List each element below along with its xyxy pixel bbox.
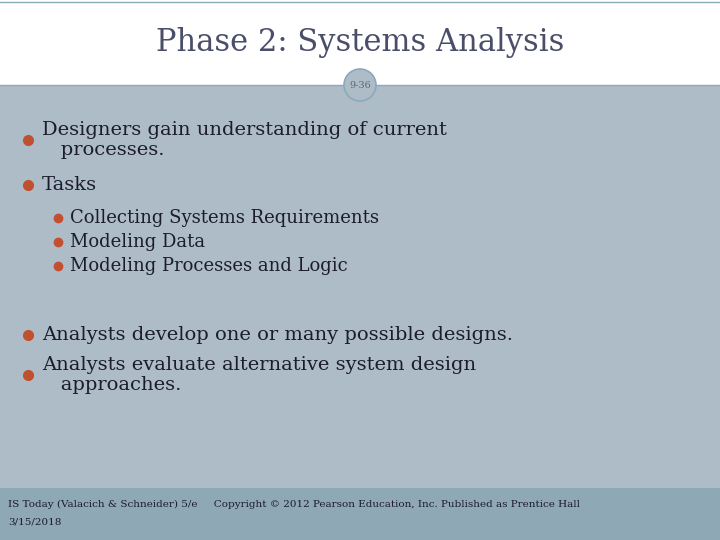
FancyBboxPatch shape — [0, 0, 720, 85]
Text: Modeling Processes and Logic: Modeling Processes and Logic — [70, 257, 348, 275]
Text: Collecting Systems Requirements: Collecting Systems Requirements — [70, 209, 379, 227]
Text: 9-36: 9-36 — [349, 80, 371, 90]
Text: 3/15/2018: 3/15/2018 — [8, 517, 61, 526]
Text: Modeling Data: Modeling Data — [70, 233, 205, 251]
Text: Phase 2: Systems Analysis: Phase 2: Systems Analysis — [156, 27, 564, 58]
Text: Designers gain understanding of current
   processes.: Designers gain understanding of current … — [42, 120, 447, 159]
Text: Analysts develop one or many possible designs.: Analysts develop one or many possible de… — [42, 326, 513, 344]
Text: Tasks: Tasks — [42, 176, 97, 194]
FancyBboxPatch shape — [0, 488, 720, 540]
Text: Analysts evaluate alternative system design
   approaches.: Analysts evaluate alternative system des… — [42, 356, 476, 394]
Circle shape — [344, 69, 376, 101]
Text: IS Today (Valacich & Schneider) 5/e     Copyright © 2012 Pearson Education, Inc.: IS Today (Valacich & Schneider) 5/e Copy… — [8, 500, 580, 509]
